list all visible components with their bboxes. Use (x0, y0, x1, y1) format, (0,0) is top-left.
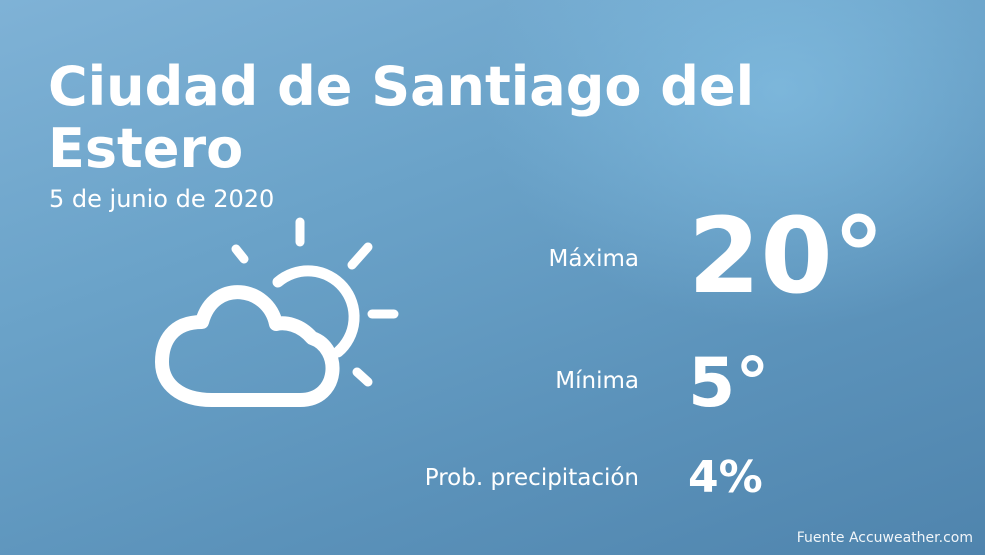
max-temp-label: Máxima (548, 246, 639, 272)
min-temp-value: 5° (688, 344, 770, 423)
precipitation-label: Prob. precipitación (424, 465, 639, 491)
precipitation-value: 4% (688, 452, 763, 503)
min-temp-label: Mínima (555, 368, 639, 394)
city-title: Ciudad de Santiago del Estero (48, 55, 755, 180)
max-temp-value: 20° (688, 195, 885, 317)
forecast-date: 5 de junio de 2020 (49, 185, 275, 213)
source-credit: Fuente Accuweather.com (796, 530, 973, 546)
partly-cloudy-icon (155, 217, 399, 407)
